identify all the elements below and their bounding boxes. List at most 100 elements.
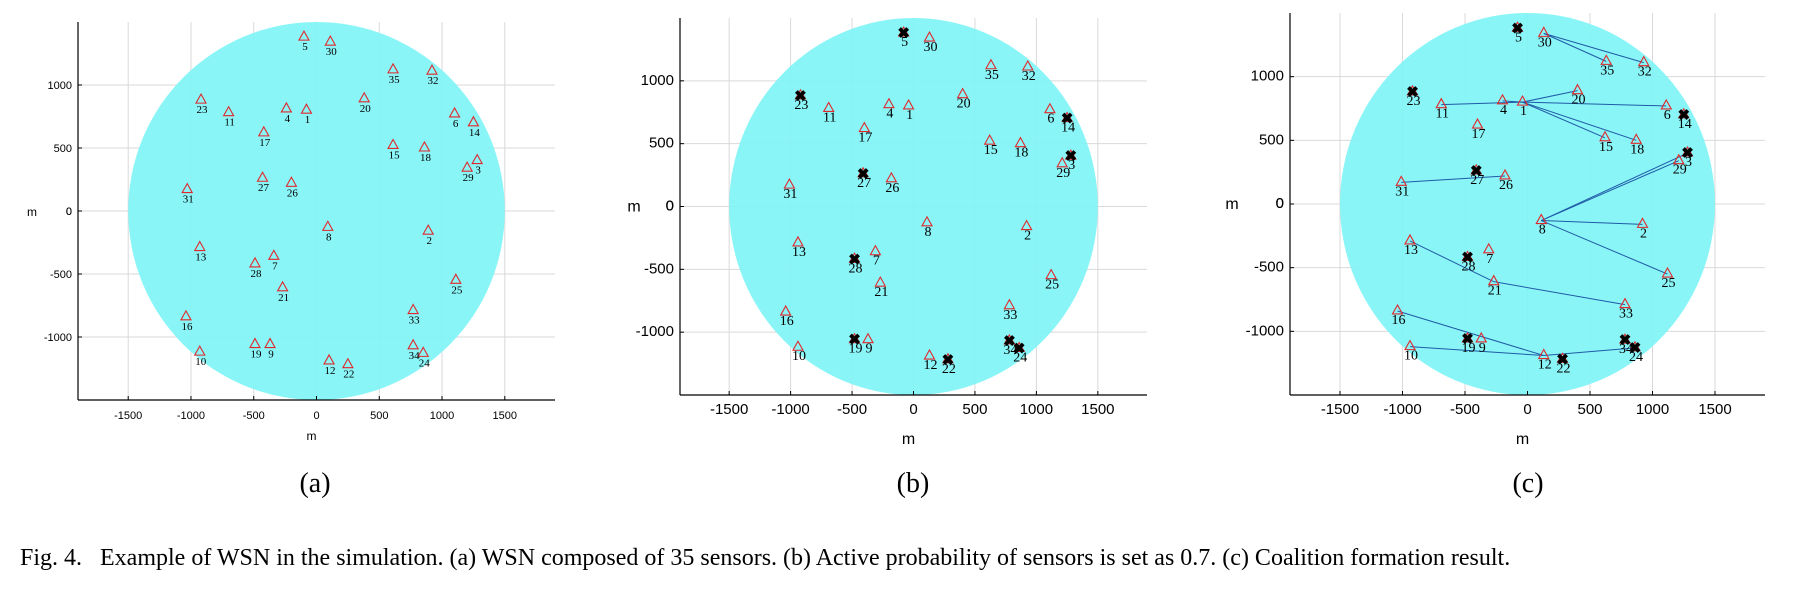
sensor-marker — [1461, 250, 1474, 262]
sensor-label: 11 — [224, 117, 235, 129]
x-tick-label: 500 — [1577, 401, 1602, 418]
sensor-label: 35 — [389, 74, 401, 86]
sensor-marker — [276, 280, 289, 292]
sensor-marker — [193, 240, 206, 252]
sensor-marker — [256, 171, 269, 182]
sensor-label: 1 — [906, 108, 913, 123]
sensor-marker — [321, 220, 334, 231]
sensing-field — [1340, 13, 1715, 395]
sensor-label: 9 — [1479, 341, 1486, 356]
sensor-marker — [1404, 233, 1416, 245]
sensor-marker — [882, 97, 895, 109]
sensor-label: 25 — [1045, 278, 1059, 293]
sensor-label: 13 — [195, 252, 207, 264]
sensor-label: 32 — [1022, 69, 1036, 84]
figure-caption: Fig. 4. Example of WSN in the simulation.… — [20, 545, 1780, 572]
sensor-marker — [1537, 348, 1550, 360]
x-tick-label: 1500 — [1698, 401, 1731, 418]
sensor-marker — [822, 101, 835, 113]
sensor-label: 9 — [866, 342, 873, 357]
sensor-label: 27 — [857, 176, 871, 191]
coalition-link — [1401, 175, 1506, 183]
sensor-marker — [1475, 331, 1488, 343]
sensor-marker — [1571, 83, 1584, 95]
sensor-label: 33 — [409, 315, 421, 327]
coalition-link — [1522, 101, 1667, 107]
sensor-label: 20 — [360, 103, 372, 115]
sensor-marker — [792, 340, 804, 351]
sensor-marker — [862, 332, 874, 344]
sensor-marker — [1681, 145, 1694, 157]
sensor-label: 3 — [1068, 158, 1075, 173]
coalition-link — [1522, 101, 1637, 141]
x-tick-label: 0 — [313, 410, 319, 422]
sensor-marker — [848, 332, 861, 344]
active-sensor-marker: ✖ — [794, 89, 807, 105]
sensor-marker — [1511, 21, 1524, 32]
sensor-marker — [783, 178, 796, 189]
active-sensor-marker: ✖ — [1061, 112, 1074, 128]
sensor-label: 15 — [1599, 140, 1613, 155]
sensor-marker — [222, 105, 235, 117]
sensor-label: 31 — [783, 187, 797, 202]
panel-3: -1500 -1000 -500 0 500 1000 1500 -1000 -500 0 500 1… — [1225, 13, 1765, 499]
sensor-marker — [387, 138, 400, 150]
sensor-marker — [885, 171, 898, 183]
sensor-marker — [869, 244, 882, 256]
coalition-link — [1541, 160, 1679, 222]
coalition-link — [1397, 310, 1544, 357]
x-tick-label: 500 — [962, 401, 987, 418]
sensor-label: 34 — [1003, 343, 1017, 358]
y-tick-label: 0 — [666, 198, 674, 215]
x-tick-label: 1000 — [1020, 401, 1053, 418]
y-axis-label: m — [627, 199, 640, 216]
coalition-link — [1543, 32, 1607, 62]
sensor-label: 9 — [268, 349, 274, 361]
y-tick-label: 1000 — [1251, 68, 1284, 85]
sensor-label: 26 — [287, 187, 299, 199]
sensor-label: 12 — [1538, 358, 1552, 373]
sensor-label: 10 — [1404, 349, 1418, 364]
sensor-label: 28 — [849, 261, 863, 276]
sensor-marker — [1056, 156, 1069, 168]
active-sensor-marker: ✖ — [942, 353, 955, 369]
x-axis-label: m — [307, 429, 317, 443]
x-tick-label: -1500 — [710, 401, 748, 418]
sensor-marker — [1496, 93, 1509, 105]
sensor-label: 5 — [901, 35, 908, 50]
sensor-label: 26 — [1499, 178, 1513, 193]
sensor-marker — [1619, 333, 1631, 344]
active-sensor-marker: ✖ — [1065, 149, 1078, 165]
sensor-label: 7 — [873, 254, 880, 269]
y-axis-label: m — [27, 205, 37, 219]
sensor-marker — [1487, 274, 1500, 286]
sensor-marker — [984, 58, 997, 70]
coalition-link — [1543, 32, 1644, 64]
sensor-marker — [249, 337, 261, 349]
active-sensor-marker: ✖ — [1556, 352, 1569, 368]
sensor-marker — [1014, 136, 1027, 148]
sensor-label: 27 — [1470, 173, 1484, 188]
sensor-label: 22 — [1557, 361, 1571, 376]
sensor-marker — [1003, 333, 1016, 345]
sensor-marker — [358, 91, 371, 103]
sensor-marker — [1461, 331, 1474, 343]
active-sensor-marker: ✖ — [1406, 85, 1419, 101]
sensor-label: 4 — [1500, 103, 1507, 118]
sensor-marker — [285, 176, 298, 187]
sensor-label: 18 — [1014, 146, 1028, 161]
sensor-label: 33 — [1003, 308, 1017, 323]
sensor-label: 29 — [463, 172, 475, 184]
sensor-label: 8 — [925, 225, 932, 240]
x-tick-label: -1500 — [114, 410, 142, 422]
sensor-marker — [1599, 130, 1611, 142]
coalition-link — [1409, 346, 1544, 357]
sensor-marker — [923, 30, 936, 42]
y-tick-label: 0 — [666, 198, 674, 215]
panel-label: (a) — [299, 468, 330, 499]
sensor-label: 13 — [792, 245, 806, 260]
panel-1: -1500 -1000 -500 0 500 1000 1500 -1000 -500 0 500 1… — [27, 22, 555, 499]
sensor-label: 17 — [858, 131, 872, 146]
coalition-link — [1493, 281, 1626, 306]
y-tick-label: -1000 — [636, 323, 674, 340]
